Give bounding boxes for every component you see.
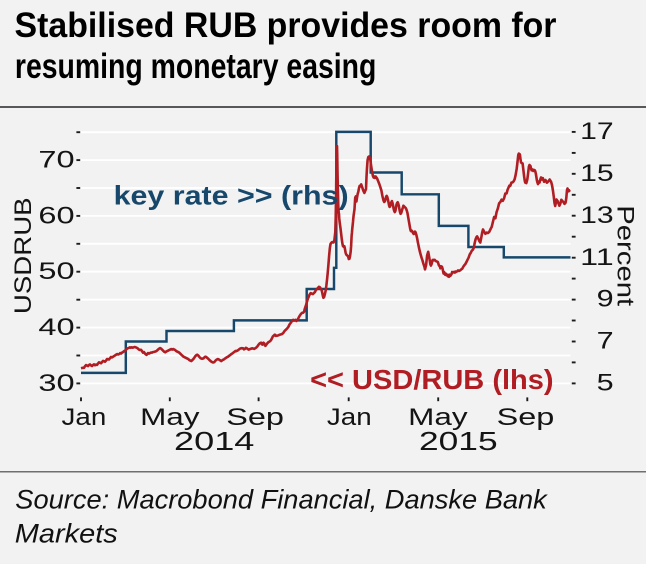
svg-text:Sep: Sep	[226, 404, 284, 431]
svg-text:40: 40	[38, 314, 74, 341]
svg-text:60: 60	[38, 202, 74, 229]
svg-text:15: 15	[580, 160, 614, 187]
svg-text:13: 13	[580, 202, 614, 229]
svg-text:Markets: Markets	[15, 518, 118, 548]
svg-text:Jan: Jan	[62, 404, 107, 431]
svg-text:5: 5	[597, 370, 614, 397]
svg-text:Stabilised RUB provides room f: Stabilised RUB provides room for	[15, 6, 557, 45]
svg-text:Sep: Sep	[497, 404, 555, 431]
svg-text:Percent: Percent	[612, 205, 639, 306]
svg-text:11: 11	[580, 244, 614, 271]
svg-text:2015: 2015	[419, 426, 498, 456]
svg-text:9: 9	[597, 286, 614, 313]
svg-text:key rate >> (rhs): key rate >> (rhs)	[114, 181, 349, 211]
svg-text:May: May	[140, 404, 199, 431]
svg-text:17: 17	[580, 118, 614, 145]
svg-text:Jan: Jan	[327, 404, 372, 431]
svg-text:7: 7	[597, 328, 614, 355]
svg-text:70: 70	[38, 147, 74, 174]
svg-text:resuming monetary easing: resuming monetary easing	[15, 47, 377, 86]
svg-text:<< USD/RUB (lhs): << USD/RUB (lhs)	[310, 364, 553, 395]
svg-text:50: 50	[38, 258, 74, 285]
svg-text:30: 30	[38, 370, 74, 397]
svg-text:USDRUB: USDRUB	[10, 197, 37, 314]
svg-text:Source: Macrobond Financial, D: Source: Macrobond Financial, Danske Bank	[15, 485, 548, 515]
svg-text:2014: 2014	[174, 426, 254, 456]
svg-text:May: May	[408, 404, 467, 431]
